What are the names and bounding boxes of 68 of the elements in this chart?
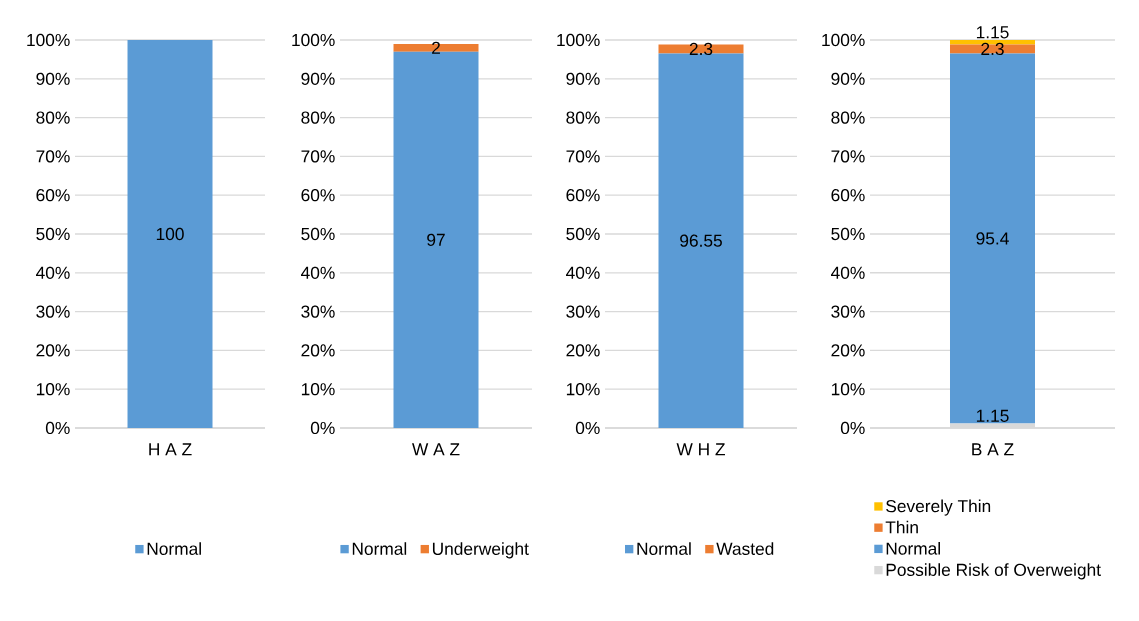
y-tick-label: 60% [36, 189, 70, 202]
y-tick-label: 50% [566, 227, 600, 241]
y-tick-label: 80% [301, 111, 335, 124]
y-tick-label: 10% [301, 383, 335, 396]
y-tick-label: 80% [566, 111, 600, 124]
y-tick-label: 100% [292, 33, 335, 47]
y-tick-label: 70% [831, 150, 865, 163]
y-tick-label: 0% [310, 421, 335, 435]
y-tick-label: 40% [831, 266, 865, 279]
y-tick-label: 10% [566, 383, 600, 396]
y-tick-label: 100% [557, 33, 600, 47]
y-tick-label: 10% [36, 383, 70, 396]
bar [950, 53, 1035, 424]
y-tick-label: 50% [36, 227, 70, 241]
legend-label: Wasted [716, 542, 774, 555]
y-tick-label: 20% [36, 344, 70, 357]
y-tick-label: 20% [301, 344, 335, 357]
y-tick-label: 70% [566, 150, 600, 163]
y-tick-label: 100% [822, 33, 865, 47]
y-tick-label: 20% [831, 344, 865, 357]
x-tick-label: W H Z [676, 443, 725, 456]
y-tick-label: 90% [301, 72, 335, 85]
y-tick-label: 40% [36, 266, 70, 279]
y-tick-label: 20% [566, 344, 600, 357]
y-tick-label: 50% [301, 227, 335, 241]
legend-label: Possible Risk of Overweight [886, 563, 1101, 580]
y-tick-label: 70% [36, 150, 70, 163]
data-label: 97 [427, 233, 445, 246]
y-tick-label: 30% [831, 305, 865, 318]
y-tick-label: 0% [840, 421, 865, 435]
legend-label: Normal [637, 542, 691, 555]
y-tick-label: 30% [301, 305, 335, 318]
legend-label: Normal [886, 541, 940, 555]
y-tick-label: 90% [831, 72, 865, 85]
y-tick-label: 60% [301, 189, 335, 202]
data-label: 1.15 [976, 409, 1009, 422]
y-tick-label: 100% [27, 33, 70, 47]
y-tick-label: 10% [831, 383, 865, 396]
y-tick-label: 30% [566, 305, 600, 318]
y-tick-label: 60% [831, 189, 865, 202]
y-tick-label: 70% [301, 150, 335, 163]
y-tick-label: 40% [301, 266, 335, 279]
legend-label: Severely Thin [886, 499, 991, 516]
y-tick-label: 50% [831, 227, 865, 241]
y-tick-label: 90% [36, 72, 70, 85]
y-tick-label: 60% [566, 189, 600, 202]
y-tick-label: 0% [575, 421, 600, 435]
data-label: 100 [156, 227, 184, 241]
data-label: 96.55 [680, 234, 722, 247]
y-tick-label: 90% [566, 72, 600, 85]
bar [950, 44, 1035, 54]
data-label: 2.3 [689, 42, 713, 56]
y-tick-label: 0% [45, 421, 70, 435]
data-label: 2.3 [981, 42, 1004, 56]
x-tick-label: B A Z [972, 443, 1014, 456]
y-tick-label: 30% [36, 305, 70, 318]
legend-label: Thin [885, 520, 918, 534]
legend-label: Normal [352, 542, 407, 555]
data-label: 2 [432, 41, 440, 54]
data-label: 1.15 [976, 26, 1009, 39]
x-tick-label: H A Z [149, 443, 192, 456]
legend-label: Underweight [432, 542, 529, 559]
data-label: 95.4 [976, 232, 1009, 245]
legend-label: Normal [147, 542, 201, 555]
y-tick-label: 80% [36, 111, 70, 124]
y-tick-label: 80% [831, 111, 865, 124]
x-tick-label: W A Z [412, 443, 460, 456]
y-tick-label: 40% [566, 266, 600, 279]
